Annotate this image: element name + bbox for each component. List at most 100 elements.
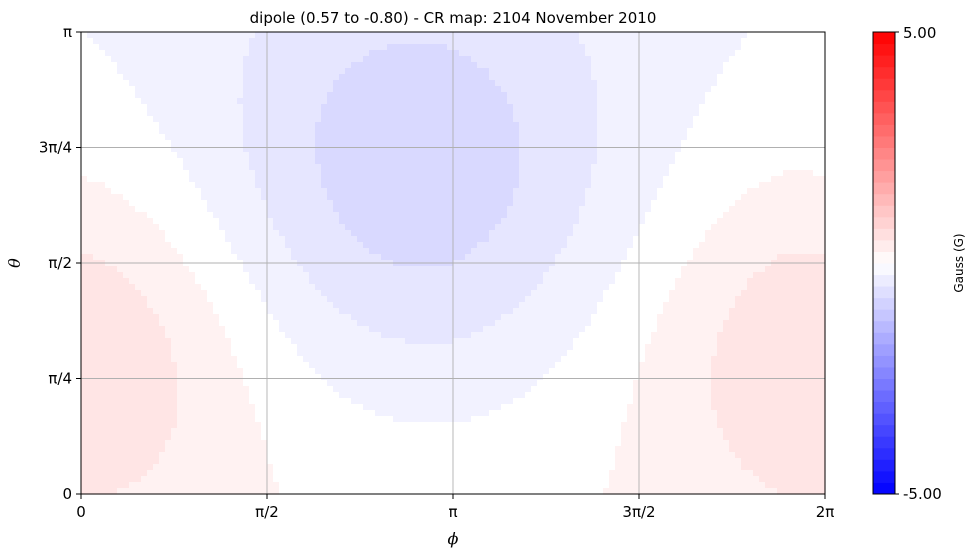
heatmap-cell [765, 182, 772, 189]
heatmap-cell [621, 218, 628, 225]
heatmap-cell [729, 116, 736, 123]
heatmap-cell [489, 236, 496, 243]
heatmap-cell [747, 224, 754, 231]
heatmap-cell [165, 32, 172, 39]
heatmap-cell [351, 116, 358, 123]
heatmap-cell [147, 248, 154, 255]
heatmap-cell [465, 98, 472, 105]
heatmap-cell [429, 74, 436, 81]
heatmap-cell [333, 218, 340, 225]
heatmap-cell [633, 92, 640, 99]
heatmap-cell [357, 242, 364, 249]
heatmap-cell [309, 200, 316, 207]
heatmap-cell [495, 230, 502, 237]
heatmap-cell [663, 80, 670, 87]
heatmap-cell [687, 170, 694, 177]
heatmap-cell [801, 224, 808, 231]
heatmap-cell [435, 92, 442, 99]
heatmap-cell [627, 176, 634, 183]
heatmap-cell [297, 80, 304, 87]
heatmap-cell [453, 86, 460, 93]
heatmap-cell [753, 50, 760, 57]
heatmap-cell [579, 62, 586, 69]
heatmap-cell [201, 164, 208, 171]
heatmap-cell [297, 218, 304, 225]
heatmap-cell [507, 134, 514, 141]
heatmap-cell [525, 200, 532, 207]
heatmap-cell [453, 254, 460, 261]
heatmap-cell [525, 158, 532, 165]
heatmap-cell [141, 38, 148, 45]
heatmap-cell [465, 140, 472, 147]
heatmap-cell [285, 164, 292, 171]
heatmap-cell [819, 188, 826, 195]
heatmap-cell [561, 176, 568, 183]
heatmap-cell [135, 98, 142, 105]
heatmap-cell [579, 128, 586, 135]
heatmap-cell [495, 116, 502, 123]
heatmap-cell [153, 230, 160, 237]
heatmap-cell [423, 170, 430, 177]
heatmap-cell [513, 50, 520, 57]
heatmap-cell [399, 200, 406, 207]
heatmap-cell [705, 212, 712, 219]
heatmap-cell [585, 38, 592, 45]
heatmap-cell [165, 152, 172, 159]
heatmap-cell [243, 236, 250, 243]
heatmap-cell [483, 242, 490, 249]
heatmap-cell [729, 110, 736, 117]
heatmap-cell [555, 194, 562, 201]
heatmap-cell [441, 68, 448, 75]
heatmap-cell [639, 56, 646, 63]
heatmap-cell [747, 74, 754, 81]
heatmap-cell [363, 80, 370, 87]
heatmap-cell [795, 242, 802, 249]
heatmap-cell [753, 62, 760, 69]
heatmap-cell [495, 170, 502, 177]
heatmap-cell [687, 80, 694, 87]
heatmap-cell [177, 92, 184, 99]
heatmap-cell [579, 56, 586, 63]
heatmap-cell [207, 164, 214, 171]
heatmap-cell [627, 212, 634, 219]
heatmap-cell [747, 98, 754, 105]
heatmap-cell [279, 92, 286, 99]
heatmap-cell [555, 74, 562, 81]
heatmap-cell [549, 152, 556, 159]
heatmap-cell [573, 188, 580, 195]
heatmap-cell [519, 110, 526, 117]
heatmap-cell [627, 224, 634, 231]
heatmap-cell [759, 122, 766, 129]
heatmap-cell [537, 158, 544, 165]
heatmap-cell [405, 50, 412, 57]
heatmap-cell [705, 200, 712, 207]
heatmap-cell [531, 170, 538, 177]
heatmap-cell [189, 152, 196, 159]
heatmap-cell [87, 140, 94, 147]
heatmap-cell [459, 194, 466, 201]
heatmap-cell [279, 182, 286, 189]
heatmap-cell [135, 212, 142, 219]
heatmap-cell [663, 266, 670, 273]
heatmap-cell [231, 176, 238, 183]
heatmap-cell [531, 212, 538, 219]
heatmap-cell [705, 134, 712, 141]
heatmap-cell [93, 272, 100, 279]
heatmap-cell [171, 68, 178, 75]
heatmap-cell [681, 92, 688, 99]
heatmap-cell [405, 164, 412, 171]
heatmap-cell [297, 44, 304, 51]
heatmap-cell [207, 212, 214, 219]
heatmap-cell [321, 104, 328, 111]
heatmap-cell [453, 116, 460, 123]
heatmap-cell [339, 68, 346, 75]
heatmap-cell [291, 38, 298, 45]
heatmap-cell [471, 50, 478, 57]
heatmap-cell [537, 56, 544, 63]
heatmap-cell [273, 158, 280, 165]
heatmap-cell [789, 32, 796, 39]
heatmap-cell [279, 86, 286, 93]
heatmap-cell [297, 254, 304, 261]
heatmap-cell [753, 98, 760, 105]
heatmap-cell [783, 134, 790, 141]
